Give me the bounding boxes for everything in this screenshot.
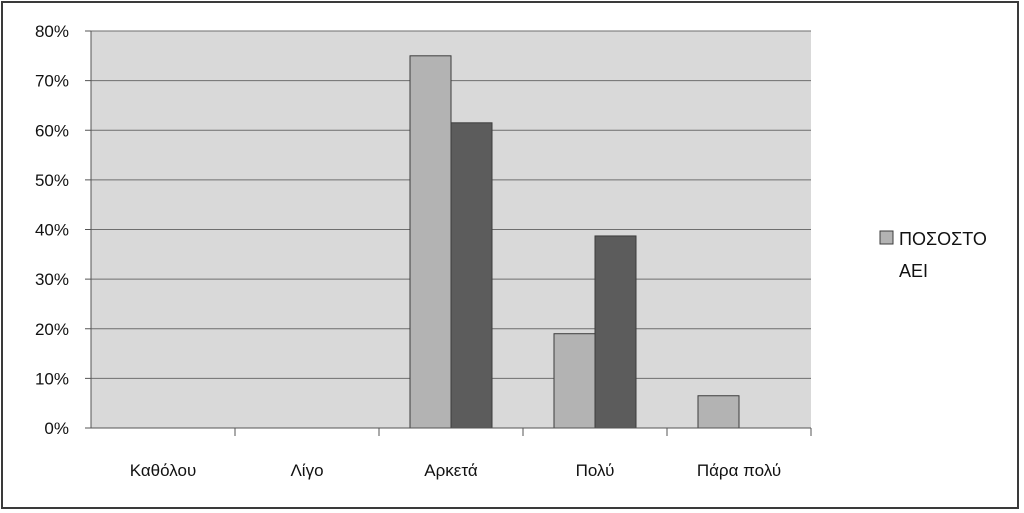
y-tick-label: 80% [35,22,69,41]
x-tick-label: Λίγο [290,461,323,480]
y-tick-label: 10% [35,369,69,388]
y-tick-label: 70% [35,72,69,91]
x-tick-label: Αρκετά [424,461,478,480]
y-tick-label: 30% [35,270,69,289]
x-tick-labels: Καθόλου Λίγο Αρκετά Πολύ Πάρα πολύ [130,461,781,480]
y-tick-label: 50% [35,171,69,190]
legend-swatch [879,230,894,245]
x-tick-label: Καθόλου [130,461,197,480]
y-tick-label: 60% [35,121,69,140]
y-tick-labels: 0% 10% 20% 30% 40% 50% 60% 70% 80% [35,22,69,438]
axes [90,31,812,436]
bar-3-series-0 [553,333,596,429]
legend-label-line2: ΑΕΙ [899,261,928,281]
x-tick-label: Πολύ [576,461,615,480]
bars [409,55,740,429]
bar-2-series-1 [450,122,493,429]
legend: ΠΟΣΟΣΤΟ ΑΕΙ [879,229,987,281]
y-tick-label: 0% [44,419,69,438]
bar-2-series-0 [409,55,452,429]
y-tick-label: 40% [35,221,69,240]
x-tick-label: Πάρα πολύ [697,461,781,480]
y-tick-label: 20% [35,320,69,339]
bar-3-series-1 [594,235,637,429]
bar-4-series-0 [697,395,740,429]
legend-label-line1: ΠΟΣΟΣΤΟ [899,229,987,249]
